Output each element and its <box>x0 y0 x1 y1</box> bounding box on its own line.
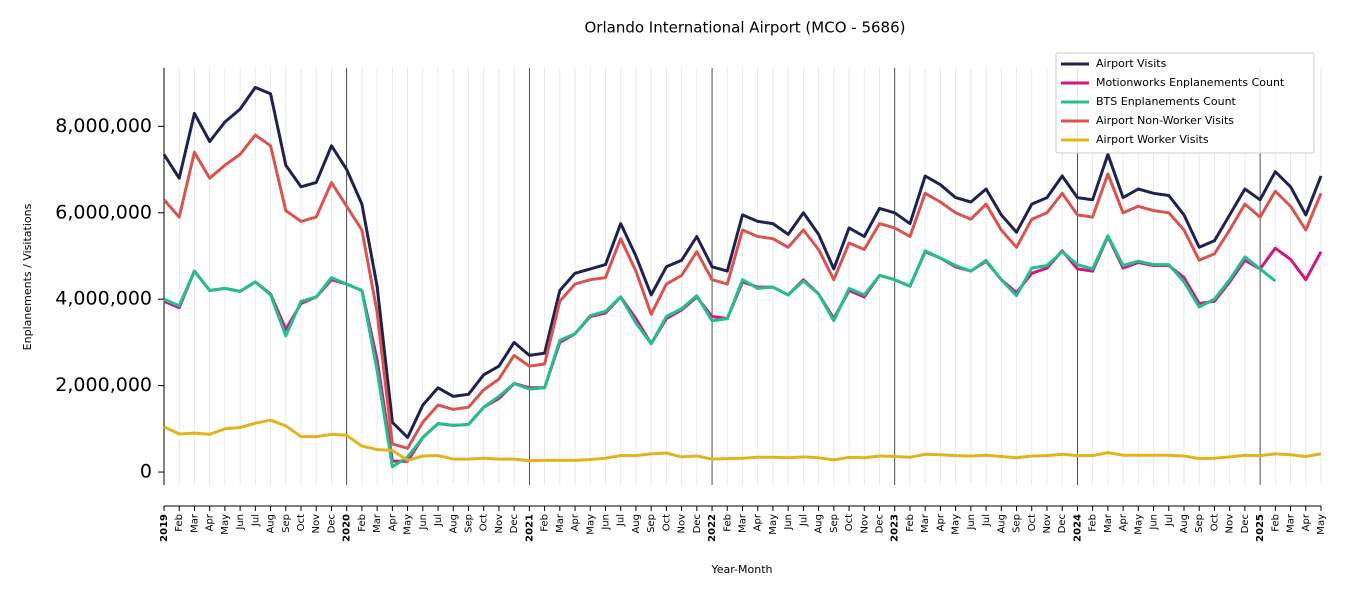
x-tick-label: May <box>768 514 779 535</box>
x-tick-label: Apr <box>1118 513 1129 531</box>
x-tick-label: Feb <box>174 514 185 532</box>
x-tick-label: Feb <box>540 514 551 532</box>
x-tick-label: Dec <box>1240 514 1251 533</box>
x-tick-label: Oct <box>1209 514 1220 531</box>
x-tick-label: Mar <box>1103 513 1114 533</box>
x-tick-label: Jul <box>433 514 444 527</box>
x-tick-label: May <box>951 514 962 535</box>
x-tick-label: Oct <box>296 514 307 531</box>
x-tick-label: Aug <box>814 514 825 534</box>
x-tick-label: Jul <box>1164 514 1175 527</box>
x-tick-label: Jun <box>235 514 246 531</box>
x-tick-label: Aug <box>1179 514 1190 534</box>
x-tick-label: Mar <box>738 513 749 533</box>
x-tick-label: May <box>1133 514 1144 535</box>
x-tick-label: 2024 <box>1072 514 1083 542</box>
x-tick-label: Oct <box>844 514 855 531</box>
x-axis-label: Year-Month <box>710 563 772 576</box>
series-line <box>163 234 1277 469</box>
y-tick-label: 8,000,000 <box>55 115 152 137</box>
x-tick-label: Sep <box>829 514 840 533</box>
x-tick-label: Sep <box>1194 514 1205 533</box>
x-tick-label: 2021 <box>524 514 535 542</box>
x-tick-label: Jul <box>616 514 627 527</box>
x-tick-label: Apr <box>205 513 216 531</box>
x-tick-label: Sep <box>1012 514 1023 533</box>
legend-box <box>1055 52 1315 154</box>
x-tick-label: Feb <box>722 514 733 532</box>
series-line <box>163 418 1322 463</box>
x-tick-label: Jul <box>798 514 809 527</box>
x-tick-label: Sep <box>281 514 292 533</box>
x-tick-label: Feb <box>357 514 368 532</box>
x-tick-label: Aug <box>996 514 1007 534</box>
y-tick-label: 0 <box>140 461 152 483</box>
x-tick-label: Nov <box>311 514 322 534</box>
x-tick-label: Mar <box>189 513 200 533</box>
x-tick-label: Jun <box>783 514 794 531</box>
y-axis-label: Enplanements / Visitations <box>21 203 34 350</box>
y-tick-label: 4,000,000 <box>55 288 152 310</box>
x-tick-label: Oct <box>1027 514 1038 531</box>
x-tick-label: Oct <box>661 514 672 531</box>
y-tick-label: 6,000,000 <box>55 201 152 223</box>
x-tick-label: Jul <box>250 514 261 527</box>
x-tick-label: Nov <box>1225 514 1236 534</box>
x-tick-label: Jun <box>418 514 429 531</box>
x-tick-label: Mar <box>920 513 931 533</box>
x-tick-label: Feb <box>1088 514 1099 532</box>
legend-label: Motionworks Enplanements Count <box>1096 76 1285 89</box>
legend-label: Airport Visits <box>1096 57 1167 70</box>
legend-label: Airport Non-Worker Visits <box>1096 114 1234 127</box>
x-tick-label: Mar <box>1286 513 1297 533</box>
x-tick-label: Mar <box>372 513 383 533</box>
x-tick-label: Aug <box>448 514 459 534</box>
x-tick-label: Apr <box>387 513 398 531</box>
x-tick-label: Apr <box>753 513 764 531</box>
x-tick-label: Dec <box>875 514 886 533</box>
x-tick-label: Apr <box>570 513 581 531</box>
x-tick-label: Nov <box>677 514 688 534</box>
x-tick-label: Jun <box>966 514 977 531</box>
x-tick-label: Feb <box>1270 514 1281 532</box>
x-tick-label: Aug <box>631 514 642 534</box>
x-tick-label: 2025 <box>1255 514 1266 542</box>
x-tick-label: Jun <box>600 514 611 531</box>
x-tick-label: Dec <box>509 514 520 533</box>
chart-title: Orlando International Airport (MCO - 568… <box>585 19 906 37</box>
x-tick-label: Oct <box>479 514 490 531</box>
x-tick-label: Sep <box>646 514 657 533</box>
x-tick-label: 2019 <box>159 514 170 542</box>
x-tick-label: 2022 <box>707 514 718 542</box>
x-tick-label: May <box>403 514 414 535</box>
x-tick-label: Nov <box>859 514 870 534</box>
x-tick-label: Aug <box>266 514 277 534</box>
x-tick-label: Apr <box>935 513 946 531</box>
x-tick-label: Nov <box>1042 514 1053 534</box>
legend-label: Airport Worker Visits <box>1096 133 1209 146</box>
series-line <box>162 85 1323 439</box>
x-tick-label: 2023 <box>890 514 901 542</box>
x-tick-label: Jun <box>1149 514 1160 531</box>
x-tick-label: May <box>1316 514 1327 535</box>
x-tick-label: Dec <box>326 514 337 533</box>
x-tick-label: Sep <box>463 514 474 533</box>
x-tick-label: Feb <box>905 514 916 532</box>
legend-label: BTS Enplanements Count <box>1096 95 1237 108</box>
x-tick-label: Apr <box>1301 513 1312 531</box>
series-line <box>162 133 1323 450</box>
x-tick-label: Nov <box>494 514 505 534</box>
x-tick-label: Dec <box>692 514 703 533</box>
x-tick-label: 2020 <box>342 514 353 542</box>
y-tick-label: 2,000,000 <box>55 374 152 396</box>
x-tick-label: Mar <box>555 513 566 533</box>
x-tick-label: May <box>585 514 596 535</box>
x-tick-label: Dec <box>1057 514 1068 533</box>
x-tick-label: Jul <box>981 514 992 527</box>
x-tick-label: May <box>220 514 231 535</box>
